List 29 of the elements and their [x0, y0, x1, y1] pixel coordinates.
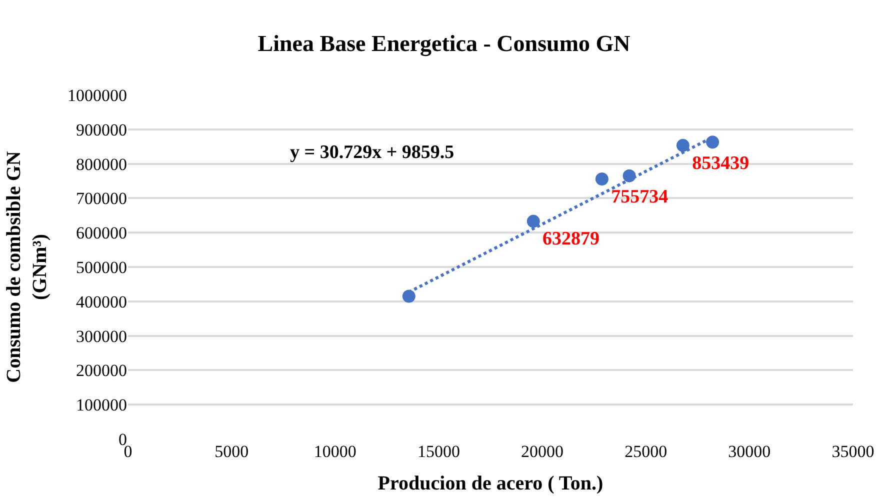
x-axis-title: Producion de acero ( Ton.) — [378, 472, 604, 494]
data-label: 853439 — [692, 152, 750, 174]
data-label: 632879 — [542, 228, 600, 250]
point — [595, 172, 608, 186]
data-label: 755734 — [611, 186, 669, 208]
point — [526, 214, 540, 228]
x-tick-label: 30000 — [728, 442, 771, 461]
y-tick-label: 300000 — [76, 326, 127, 346]
y-tick-label: 500000 — [76, 258, 127, 277]
point — [676, 138, 690, 152]
y-tick-label: 400000 — [76, 292, 127, 312]
y-tick-label: 900000 — [76, 120, 127, 140]
x-tick-label: 20000 — [521, 442, 564, 461]
chart-title: Linea Base Energetica - Consumo GN — [258, 31, 631, 58]
x-tick-label: 10000 — [314, 442, 356, 461]
x-tick-label: 5000 — [214, 442, 249, 461]
y-axis-title: Consumo de combsible GN (GNm³) — [3, 150, 51, 383]
y-tick-label: 1000000 — [68, 86, 127, 105]
y-tick-label: 200000 — [76, 361, 127, 380]
point — [402, 290, 416, 303]
x-tick-label: 25000 — [624, 442, 668, 461]
point — [706, 136, 720, 149]
x-tick-label: 15000 — [417, 442, 460, 461]
y-tick-label: 100000 — [76, 396, 127, 415]
y-tick-label: 800000 — [76, 154, 127, 174]
y-tick-label: 600000 — [76, 224, 127, 243]
y-tick-label: 700000 — [76, 189, 127, 208]
annotation: y = 30.729x + 9859.5 — [290, 142, 454, 163]
x-tick-label: 35000 — [832, 442, 874, 461]
